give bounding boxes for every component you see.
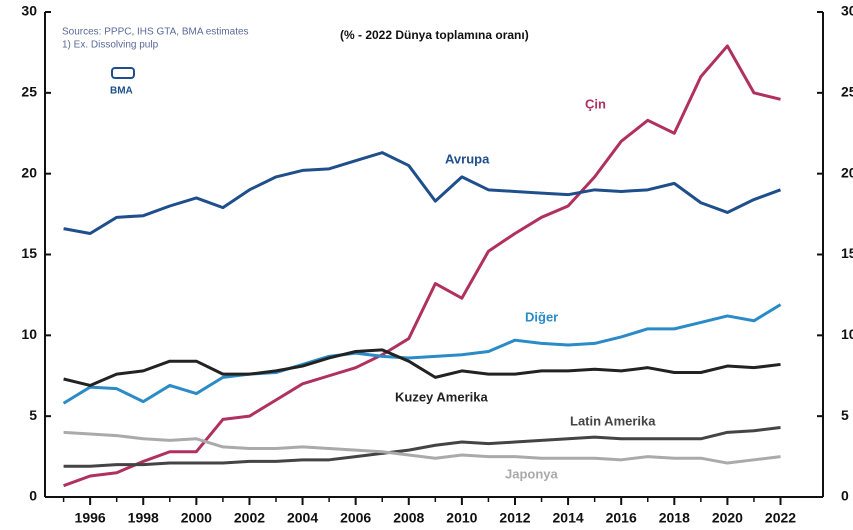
x-tick-label: 2022 bbox=[765, 510, 796, 526]
y-tick-label: 15 bbox=[21, 245, 37, 261]
series-line bbox=[63, 430, 781, 465]
y-tick-label: 20 bbox=[21, 164, 37, 180]
x-tick-label: 2012 bbox=[499, 510, 530, 526]
x-tick-label: 2010 bbox=[446, 510, 477, 526]
x-tick-label: 2008 bbox=[393, 510, 424, 526]
y-tick-label: 10 bbox=[21, 326, 37, 342]
x-tick-label: 2020 bbox=[712, 510, 743, 526]
y2-tick-label: 15 bbox=[841, 245, 853, 261]
y2-tick-label: 0 bbox=[841, 488, 849, 504]
series-line bbox=[63, 348, 781, 387]
series-label: Latin Amerika bbox=[570, 413, 656, 428]
x-tick-label: 2014 bbox=[553, 510, 584, 526]
logo: BMA bbox=[110, 86, 133, 97]
y2-tick-label: 20 bbox=[841, 164, 853, 180]
logo-icon bbox=[111, 67, 135, 79]
x-tick-label: 2006 bbox=[340, 510, 371, 526]
y-tick-label: 25 bbox=[21, 84, 37, 100]
footnote: 1) Ex. Dissolving pulp bbox=[62, 40, 159, 51]
x-tick-label: 1996 bbox=[75, 510, 106, 526]
series-line bbox=[63, 151, 782, 235]
series-label: Kuzey Amerika bbox=[395, 389, 488, 404]
x-tick-label: 2016 bbox=[606, 510, 637, 526]
series-label: Avrupa bbox=[445, 151, 490, 166]
y2-tick-label: 30 bbox=[841, 3, 853, 19]
series-label: Japonya bbox=[505, 466, 559, 481]
y2-tick-label: 25 bbox=[841, 84, 853, 100]
series-line bbox=[63, 44, 781, 488]
y-tick-label: 5 bbox=[29, 407, 37, 423]
x-tick-label: 1998 bbox=[128, 510, 159, 526]
x-tick-label: 2004 bbox=[287, 510, 318, 526]
y2-tick-label: 5 bbox=[841, 407, 849, 423]
series-line bbox=[62, 303, 782, 405]
series-line bbox=[63, 425, 781, 468]
x-tick-label: 2018 bbox=[659, 510, 690, 526]
x-tick-label: 2002 bbox=[234, 510, 265, 526]
chart-title: (% - 2022 Dünya toplamına oranı) bbox=[340, 28, 529, 42]
source: Sources: PPPC, IHS GTA, BMA estimates bbox=[62, 27, 249, 38]
y-tick-label: 0 bbox=[29, 488, 37, 504]
series-label: Çin bbox=[585, 96, 606, 111]
x-tick-label: 2000 bbox=[181, 510, 212, 526]
y2-tick-label: 10 bbox=[841, 326, 853, 342]
series-label: Diğer bbox=[525, 309, 558, 324]
y-tick-label: 30 bbox=[21, 3, 37, 19]
